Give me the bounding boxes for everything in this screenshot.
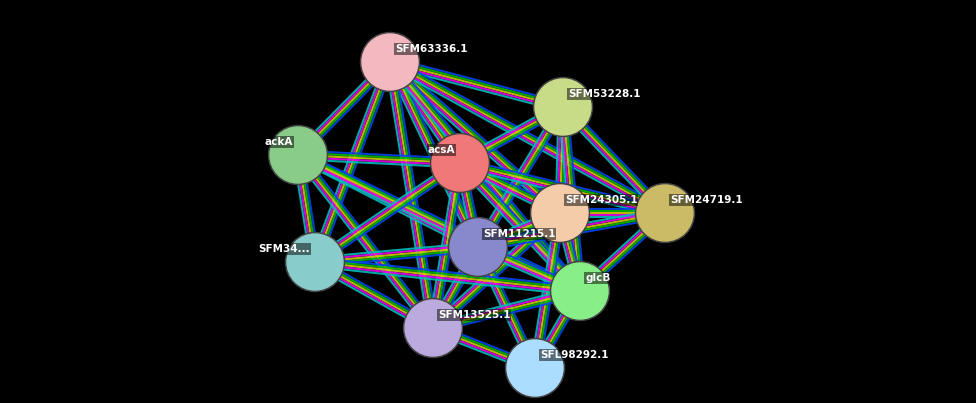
Circle shape <box>362 34 418 90</box>
Circle shape <box>635 183 695 243</box>
Text: SFM34...: SFM34... <box>259 244 310 254</box>
Circle shape <box>270 127 326 183</box>
Circle shape <box>507 340 563 396</box>
Text: SFM63336.1: SFM63336.1 <box>395 44 468 54</box>
Text: acsA: acsA <box>427 145 455 155</box>
Circle shape <box>430 133 490 193</box>
Circle shape <box>432 135 488 191</box>
Circle shape <box>360 33 420 91</box>
Circle shape <box>637 185 693 241</box>
Circle shape <box>403 299 463 357</box>
Circle shape <box>506 339 564 397</box>
Circle shape <box>534 77 592 137</box>
Circle shape <box>535 79 591 135</box>
Circle shape <box>550 262 609 320</box>
Circle shape <box>450 219 506 275</box>
Circle shape <box>532 185 588 241</box>
Circle shape <box>405 300 461 356</box>
Circle shape <box>287 234 343 290</box>
Circle shape <box>552 263 608 319</box>
Circle shape <box>268 125 328 185</box>
Text: SFL98292.1: SFL98292.1 <box>540 350 608 360</box>
Circle shape <box>531 183 590 243</box>
Text: SFM24719.1: SFM24719.1 <box>670 195 743 205</box>
Text: SFM53228.1: SFM53228.1 <box>568 89 640 99</box>
Text: ackA: ackA <box>264 137 293 147</box>
Text: SFM24305.1: SFM24305.1 <box>565 195 637 205</box>
Circle shape <box>286 233 345 291</box>
Text: glcB: glcB <box>585 273 610 283</box>
Circle shape <box>449 218 508 276</box>
Text: SFM11215.1: SFM11215.1 <box>483 229 555 239</box>
Text: SFM13525.1: SFM13525.1 <box>438 310 510 320</box>
